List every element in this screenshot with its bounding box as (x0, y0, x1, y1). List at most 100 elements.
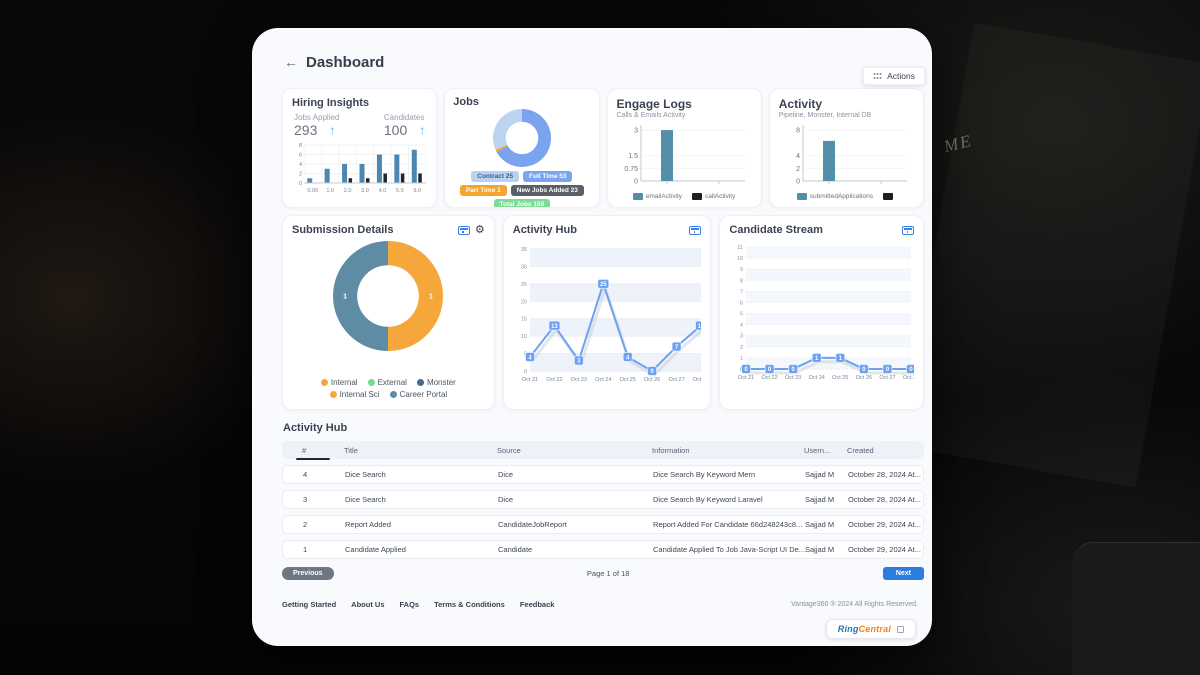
svg-text:11: 11 (738, 245, 744, 251)
table-view-icon[interactable] (689, 225, 702, 235)
background-paper (899, 22, 1200, 488)
table-body: 4 Dice Search Dice Dice Search By Keyword M… (282, 465, 924, 559)
job-stat-badge: Contract 25 (471, 171, 520, 182)
window-icon (897, 625, 904, 633)
footer-link[interactable]: About Us (351, 600, 385, 609)
up-arrow-icon: ↑ (329, 123, 336, 137)
svg-text:4: 4 (299, 162, 302, 168)
ringcentral-logo: RingCentral (837, 624, 891, 634)
svg-text:0.00: 0.00 (307, 188, 318, 194)
legend-item[interactable]: emailActivity (632, 193, 682, 200)
svg-text:0: 0 (863, 367, 867, 373)
table-cell: Sajjad M (805, 545, 835, 554)
table-row[interactable]: 4 Dice Search Dice Dice Search By Keyword M… (282, 465, 924, 484)
legend-item[interactable]: Career Portal (389, 390, 447, 399)
svg-text:0: 0 (792, 367, 796, 373)
engage-legend: emailActivity callActivity (617, 193, 752, 200)
svg-text:9: 9 (740, 267, 743, 273)
next-button[interactable]: Next (882, 567, 924, 580)
svg-text:0: 0 (745, 367, 749, 373)
card-title: Activity Hub (512, 224, 577, 236)
card-subtitle: Pipeline, Monster, Internal DB (778, 112, 872, 119)
jobs-donut-chart (492, 109, 551, 167)
svg-text:5: 5 (740, 312, 743, 318)
activity-card: Activity Pipeline, Monster, Internal DB … (768, 88, 924, 208)
svg-text:1: 1 (344, 294, 348, 301)
legend-item[interactable]: callActivity (692, 193, 735, 200)
actions-button[interactable]: Actions (863, 67, 925, 85)
column-header[interactable]: # (302, 445, 307, 455)
column-header[interactable]: Usern... (804, 445, 831, 455)
legend-swatch (796, 193, 807, 200)
activity-bar-chart: 8 4 2 0 (796, 125, 908, 186)
page-footer: Getting Started About Us FAQs Terms & Condi… (282, 600, 924, 609)
svg-text:10: 10 (737, 256, 743, 262)
table-row[interactable]: 3 Dice Search Dice Dice Search By Keyword L… (282, 490, 924, 509)
legend-item[interactable]: External (367, 378, 407, 387)
svg-text:3: 3 (577, 359, 581, 365)
svg-text:3: 3 (634, 128, 638, 135)
svg-text:Oct 27: Oct 27 (668, 377, 684, 383)
table-cell: 2 (303, 520, 308, 529)
job-stat-badge: Full Time 53 (523, 171, 573, 182)
table-cell: October 28, 2024 At... (848, 470, 921, 479)
legend-item[interactable]: submittedApplications (796, 193, 873, 200)
legend-item[interactable]: Internal (320, 378, 358, 387)
job-stat-badge: New Jobs Added 23 (510, 185, 584, 196)
submission-legend: Internal External Monster Internal Sci Caree… (292, 378, 485, 401)
svg-text:Oct 22: Oct 22 (546, 377, 562, 383)
column-header[interactable]: Created (847, 445, 874, 455)
svg-text:0: 0 (299, 181, 302, 187)
svg-text:15: 15 (521, 317, 527, 323)
legend-item[interactable]: Monster (416, 378, 456, 387)
svg-text:2: 2 (299, 172, 302, 178)
svg-text:Oct 24: Oct 24 (809, 375, 825, 381)
footer-link[interactable]: FAQs (399, 600, 420, 609)
svg-text:4: 4 (740, 323, 743, 329)
table-view-icon[interactable] (902, 225, 914, 235)
legend-item[interactable]: Internal Sci (329, 390, 380, 399)
dashboard-panel: ← Dashboard Actions Hiring Insights Jobs… (252, 28, 932, 646)
svg-text:0.75: 0.75 (625, 166, 639, 173)
engage-logs-card: Engage Logs Calls & Emails Activity 3 1.5… (606, 88, 762, 208)
legend-dot (320, 379, 328, 386)
submission-donut-chart: 11 (333, 241, 444, 351)
activity-legend: submittedApplications (779, 193, 914, 200)
svg-text:Oct 26: Oct 26 (856, 375, 872, 381)
footer-link[interactable]: Terms & Conditions (434, 600, 505, 609)
ringcentral-badge[interactable]: RingCentral (825, 619, 916, 639)
grid-dots-icon (873, 72, 883, 80)
previous-button[interactable]: Previous (282, 567, 334, 580)
svg-text:3: 3 (740, 334, 743, 340)
footer-link[interactable]: Feedback (519, 600, 555, 609)
svg-text:8: 8 (796, 128, 800, 135)
legend-dot (367, 379, 375, 386)
footer-link[interactable]: Getting Started (282, 600, 337, 609)
engage-logs-bar-chart: 3 1.5 0.75 0 (625, 125, 746, 186)
column-header[interactable]: Source (497, 445, 521, 455)
svg-text:20: 20 (521, 299, 527, 305)
legend-item[interactable] (882, 193, 896, 200)
table-cell: Dice Search (345, 470, 386, 479)
legend-swatch (882, 193, 893, 200)
table-head: # Title Source Information Usern... Created (282, 441, 924, 460)
table-cell: Candidate Applied To Job Java-Script UI … (653, 545, 805, 554)
svg-text:30: 30 (521, 264, 527, 270)
svg-text:3.0: 3.0 (361, 188, 369, 194)
table-view-icon[interactable] (457, 225, 470, 235)
table-row[interactable]: 2 Report Added CandidateJobReport Report Ad… (282, 515, 924, 534)
back-arrow-icon[interactable]: ← (284, 54, 298, 70)
table-cell: CandidateJobReport (498, 520, 567, 529)
gear-icon[interactable]: ⚙ (474, 223, 485, 236)
table-cell: 1 (303, 545, 308, 554)
legend-swatch (692, 193, 703, 200)
table-row[interactable]: 1 Candidate Applied Candidate Candidate App… (282, 540, 924, 559)
svg-text:25: 25 (600, 282, 607, 288)
column-header[interactable]: Information (652, 445, 690, 455)
svg-text:7: 7 (740, 289, 743, 295)
column-header[interactable]: Title (344, 445, 358, 455)
